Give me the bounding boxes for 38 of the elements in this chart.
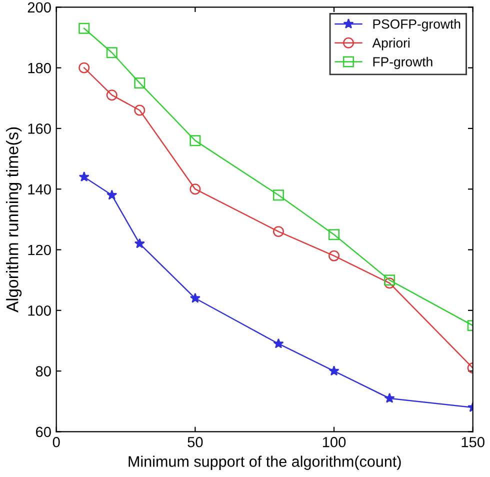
- y-tick-label: 60: [36, 426, 51, 438]
- y-tick-label: 100: [28, 305, 51, 316]
- point: [328, 229, 340, 240]
- point: [78, 62, 90, 74]
- legend-label: Apriori: [372, 38, 410, 50]
- x-tick-label: 0: [52, 436, 60, 448]
- point: [190, 135, 201, 146]
- y-tick-label: 80: [36, 366, 51, 376]
- point: [190, 184, 201, 195]
- point: [190, 292, 200, 303]
- point: [384, 278, 396, 289]
- y-axis-title: Algorithm running time(s): [6, 127, 22, 312]
- point: [272, 226, 284, 238]
- x-axis-title: Minimum support of the algorithm(count): [128, 456, 401, 470]
- point: [106, 90, 118, 101]
- x-tick-label: 50: [188, 436, 203, 448]
- point: [384, 392, 395, 403]
- x-tick-label: 150: [462, 436, 484, 448]
- point: [273, 338, 284, 348]
- point: [384, 274, 396, 286]
- point: [106, 47, 118, 58]
- point: [134, 104, 146, 116]
- point: [134, 77, 146, 88]
- legend-label: PSOFP-growth: [373, 19, 460, 32]
- point: [134, 238, 145, 248]
- legend-label: FP-growth: [373, 56, 432, 70]
- x-tick-label: 100: [322, 436, 346, 448]
- y-tick-label: 160: [28, 124, 51, 134]
- point: [328, 366, 340, 376]
- point: [106, 190, 118, 200]
- point: [78, 22, 90, 34]
- y-tick-label: 200: [28, 2, 51, 13]
- point: [78, 171, 90, 182]
- y-tick-label: 180: [28, 62, 51, 74]
- y-tick-label: 120: [28, 244, 51, 256]
- point: [328, 250, 340, 262]
- y-tick-label: 140: [28, 184, 51, 195]
- point: [272, 190, 284, 201]
